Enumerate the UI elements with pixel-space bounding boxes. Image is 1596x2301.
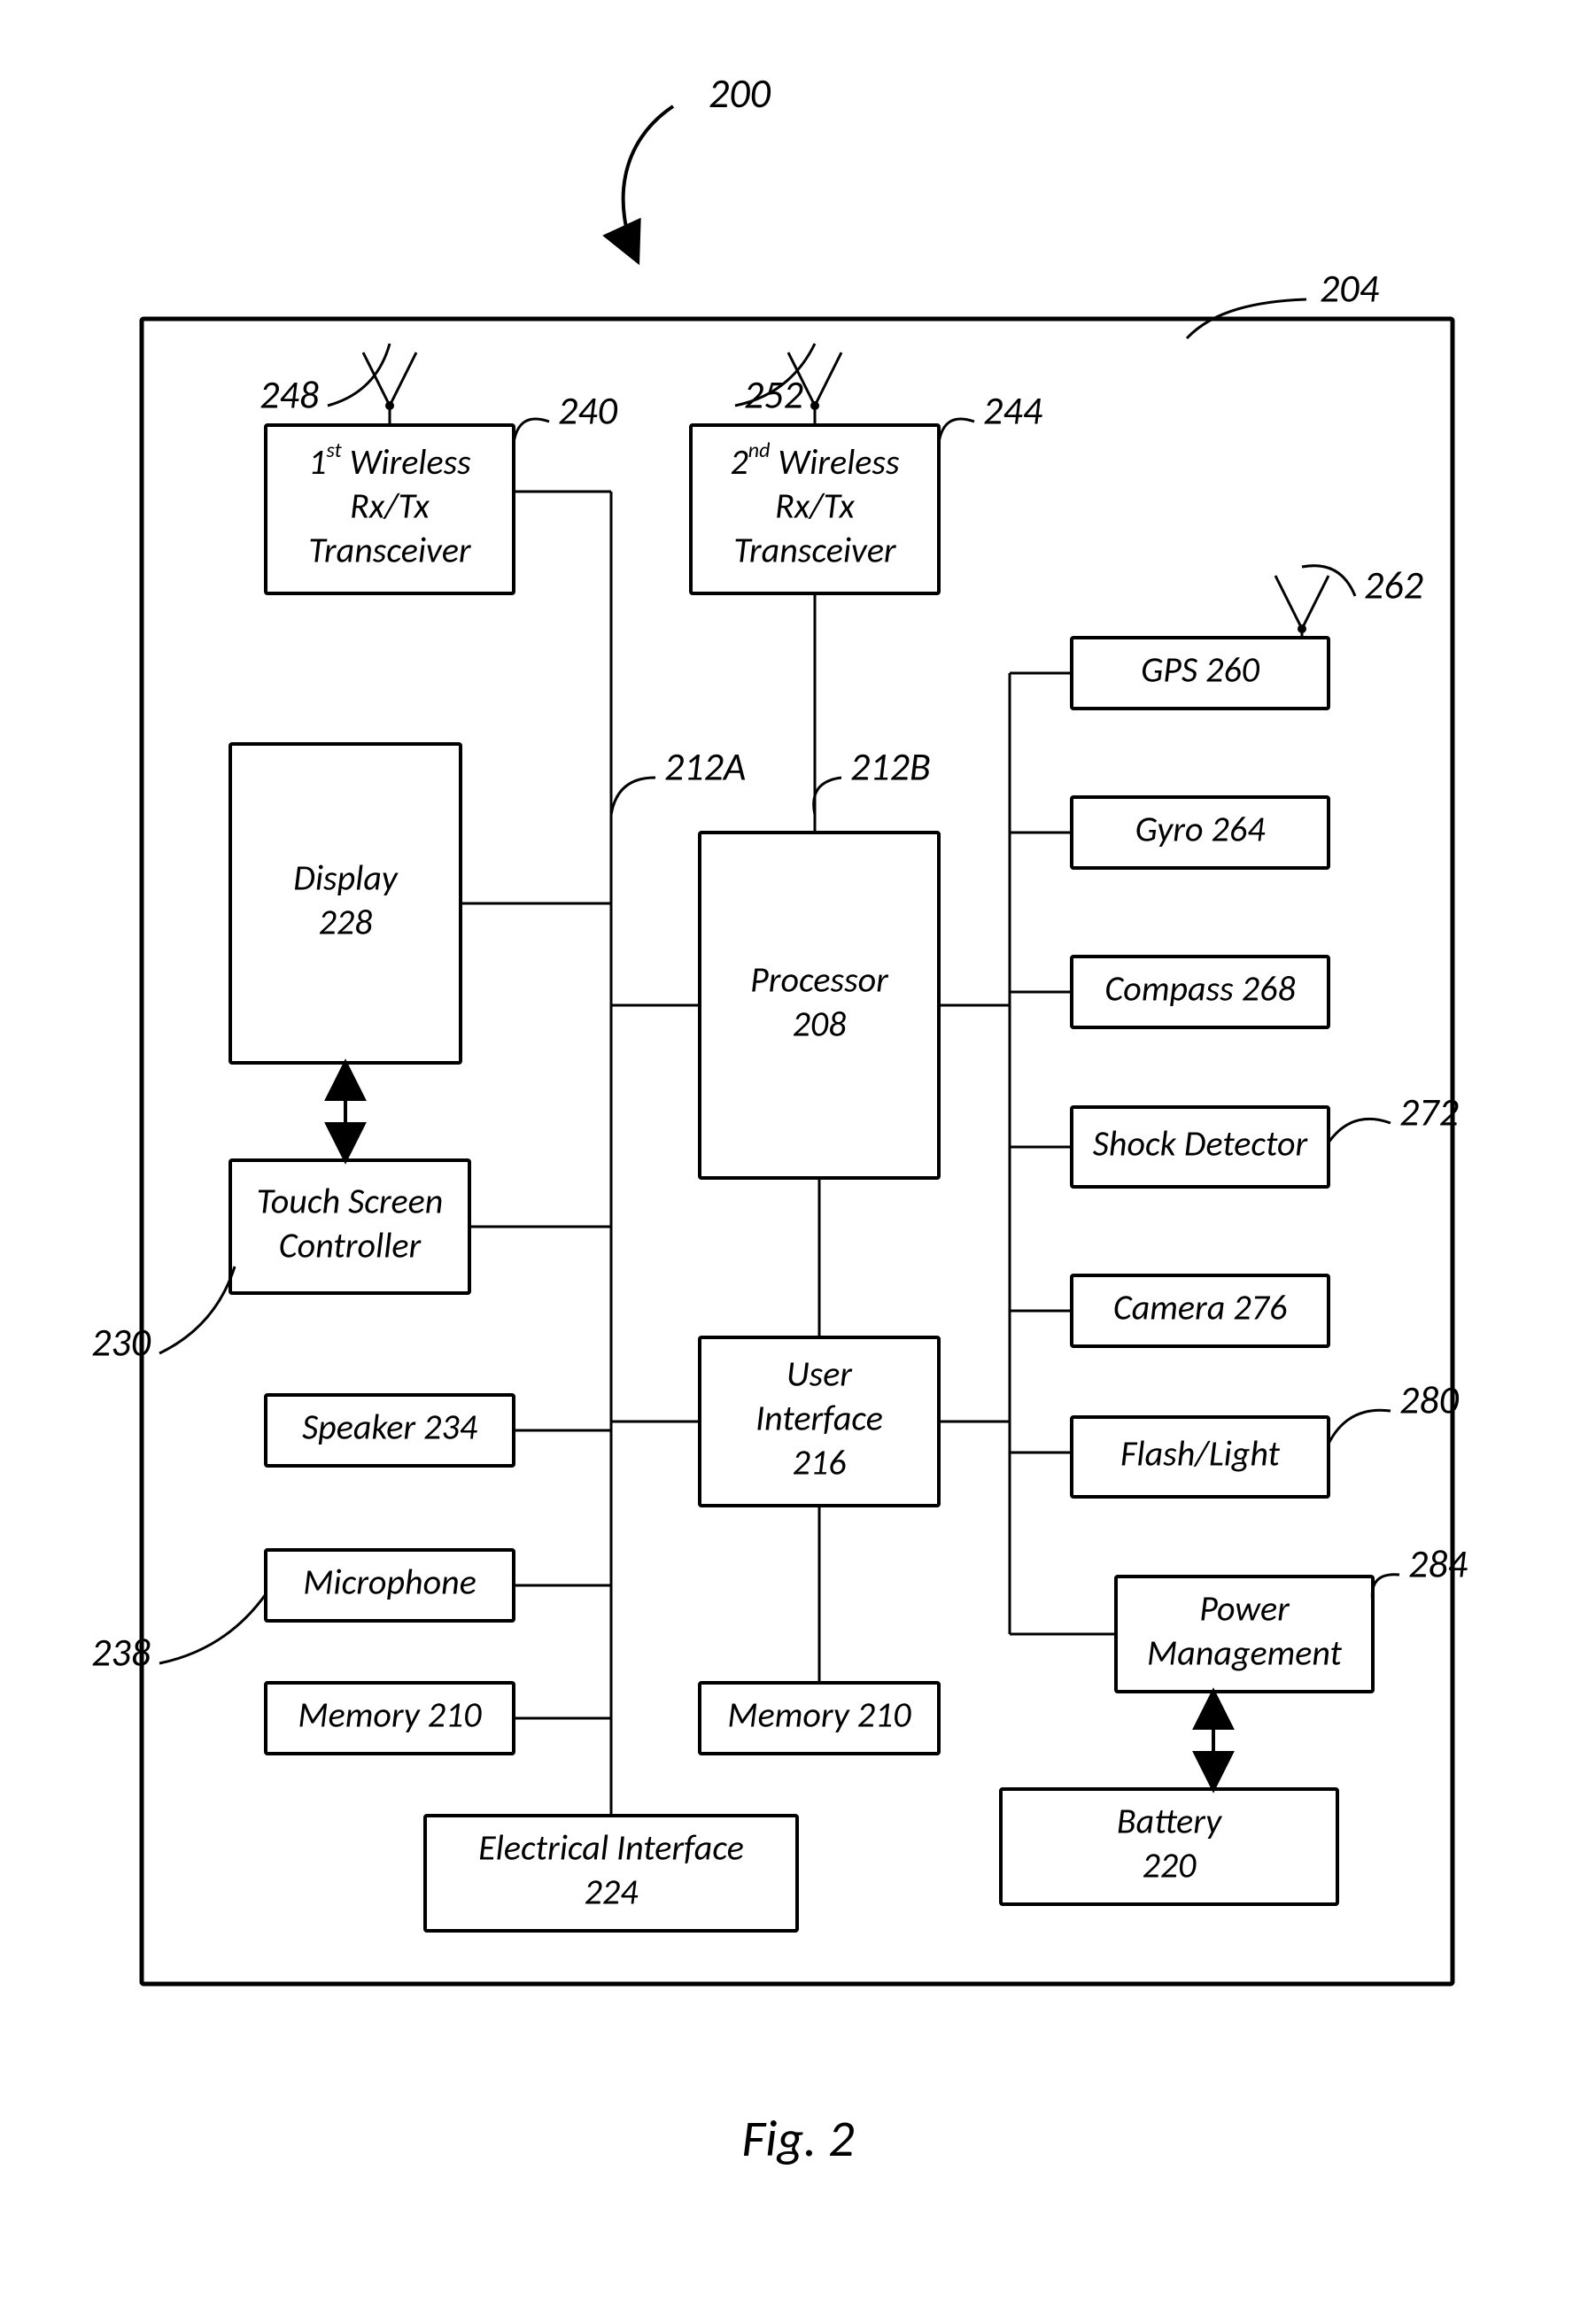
svg-text:284: 284	[1408, 1540, 1468, 1588]
svg-text:244: 244	[983, 387, 1043, 435]
svg-text:Compass 268: Compass 268	[1104, 967, 1295, 1011]
svg-text:Display: Display	[293, 856, 399, 900]
svg-text:204: 204	[1320, 265, 1380, 313]
svg-text:262: 262	[1364, 562, 1423, 609]
svg-text:248: 248	[260, 371, 319, 419]
svg-text:Memory 210: Memory 210	[727, 1693, 911, 1737]
svg-text:224: 224	[585, 1871, 639, 1914]
svg-text:Speaker 234: Speaker 234	[302, 1406, 478, 1449]
svg-text:Rx/Tx: Rx/Tx	[350, 484, 430, 528]
svg-text:Rx/Tx: Rx/Tx	[775, 484, 855, 528]
svg-text:Interface: Interface	[755, 1397, 883, 1440]
svg-text:212A: 212A	[664, 743, 746, 791]
svg-text:Electrical Interface: Electrical Interface	[478, 1826, 744, 1870]
svg-text:Touch Screen: Touch Screen	[257, 1180, 444, 1223]
svg-text:230: 230	[91, 1319, 151, 1367]
svg-text:Memory 210: Memory 210	[298, 1693, 482, 1737]
svg-text:238: 238	[91, 1629, 151, 1677]
svg-text:GPS 260: GPS 260	[1141, 648, 1260, 692]
svg-text:280: 280	[1399, 1376, 1460, 1424]
svg-text:Power: Power	[1199, 1587, 1290, 1631]
svg-text:216: 216	[793, 1441, 847, 1484]
svg-text:Transceiver: Transceiver	[308, 529, 472, 572]
svg-text:240: 240	[558, 387, 618, 435]
svg-text:Shock Detector: Shock Detector	[1093, 1122, 1309, 1166]
svg-text:Camera 276: Camera 276	[1113, 1286, 1287, 1329]
svg-text:User: User	[786, 1352, 853, 1396]
svg-text:Microphone: Microphone	[303, 1561, 476, 1604]
svg-text:Battery: Battery	[1117, 1800, 1222, 1843]
svg-text:Gyro 264: Gyro 264	[1135, 808, 1266, 851]
svg-text:Fig. 2: Fig. 2	[742, 2107, 855, 2170]
svg-text:Management: Management	[1147, 1631, 1342, 1675]
svg-text:208: 208	[793, 1003, 847, 1046]
svg-text:Controller: Controller	[279, 1224, 422, 1267]
svg-text:272: 272	[1399, 1089, 1459, 1136]
svg-text:220: 220	[1143, 1844, 1197, 1887]
svg-text:252: 252	[744, 371, 803, 419]
svg-text:Transceiver: Transceiver	[733, 529, 897, 572]
svg-text:Flash/Light: Flash/Light	[1120, 1432, 1281, 1476]
svg-text:212B: 212B	[850, 743, 931, 791]
svg-text:Processor: Processor	[750, 958, 889, 1002]
svg-text:200: 200	[709, 69, 771, 119]
svg-text:228: 228	[319, 901, 373, 944]
block-diagram: 2002041st WirelessRx/TxTransceiver2nd Wi…	[0, 0, 1596, 2301]
